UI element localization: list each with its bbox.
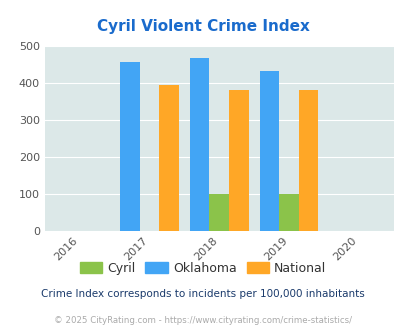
Bar: [228, 90, 248, 231]
Text: Crime Index corresponds to incidents per 100,000 inhabitants: Crime Index corresponds to incidents per…: [41, 289, 364, 299]
Bar: [209, 194, 228, 231]
Bar: [190, 58, 209, 231]
Bar: [259, 71, 279, 231]
Text: © 2025 CityRating.com - https://www.cityrating.com/crime-statistics/: © 2025 CityRating.com - https://www.city…: [54, 315, 351, 325]
Legend: Cyril, Oklahoma, National: Cyril, Oklahoma, National: [75, 257, 330, 280]
Bar: [120, 62, 139, 231]
Bar: [298, 90, 318, 231]
Bar: [279, 194, 298, 231]
Bar: [159, 85, 178, 231]
Text: Cyril Violent Crime Index: Cyril Violent Crime Index: [96, 19, 309, 34]
